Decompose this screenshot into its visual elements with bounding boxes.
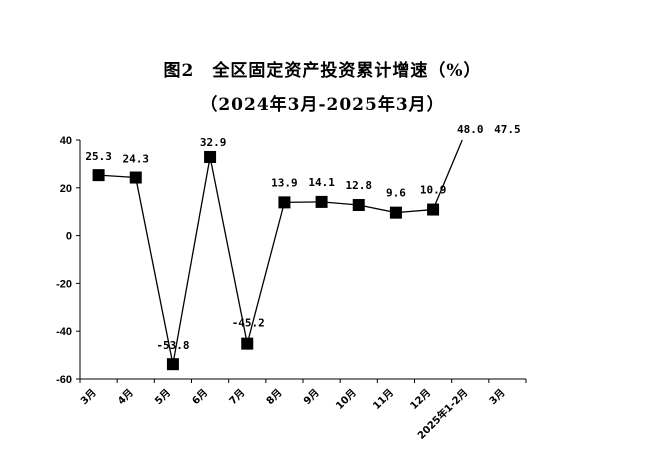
x-tick-label: 10月 xyxy=(333,387,358,412)
data-label: 13.9 xyxy=(271,176,298,189)
series-line-segment xyxy=(172,156,211,365)
data-label: 24.3 xyxy=(123,153,150,166)
data-point-marker xyxy=(204,150,217,163)
data-label: 25.3 xyxy=(85,150,112,163)
data-point-marker xyxy=(352,199,365,212)
x-tick-label: 6月 xyxy=(190,387,210,407)
data-point-marker xyxy=(427,203,440,216)
series-line-segment xyxy=(432,139,463,210)
x-tick-label: 7月 xyxy=(227,387,247,407)
x-tick-label: 8月 xyxy=(264,387,284,407)
y-tick-label: 40 xyxy=(60,135,72,147)
data-point-marker xyxy=(315,195,328,208)
y-tick-label: 0 xyxy=(66,231,72,243)
data-label: 48.0 xyxy=(457,123,484,136)
series-line-segment xyxy=(358,204,397,214)
x-tick-label: 9月 xyxy=(301,387,321,407)
chart-subtitle: （2024年3月-2025年3月） xyxy=(200,95,445,115)
x-tick-label: 11月 xyxy=(371,387,396,412)
x-tick-label: 3月 xyxy=(78,387,98,407)
chart-title: 图2 全区固定资产投资累计增速（%） xyxy=(163,61,482,81)
x-tick-label: 4月 xyxy=(115,387,135,407)
data-label: 47.5 xyxy=(494,123,521,136)
data-label: 10.9 xyxy=(420,184,447,197)
x-tick-label: 5月 xyxy=(153,387,173,407)
data-label: 14.1 xyxy=(308,176,335,189)
series-line-segment xyxy=(209,156,248,344)
data-point-marker xyxy=(92,169,105,182)
data-point-marker xyxy=(166,358,179,371)
data-point-marker xyxy=(241,337,254,350)
data-point-marker xyxy=(278,196,291,209)
data-label: -53.8 xyxy=(156,339,189,352)
series-line-segment xyxy=(395,208,434,214)
x-tick-label: 3月 xyxy=(487,387,507,407)
data-label: 9.6 xyxy=(386,187,406,200)
data-point-marker xyxy=(129,171,142,184)
x-tick-label: 12月 xyxy=(408,387,433,412)
series-line-segment xyxy=(98,174,136,179)
series-line-segment xyxy=(246,202,286,344)
series-line-segment xyxy=(321,201,359,206)
y-tick-label: -40 xyxy=(56,326,72,338)
data-label: 32.9 xyxy=(200,136,227,149)
data-label: -45.2 xyxy=(232,317,265,330)
series-line-segment xyxy=(135,177,174,365)
y-tick-label: -20 xyxy=(56,278,72,290)
y-tick-label: 20 xyxy=(60,183,72,195)
data-point-marker xyxy=(389,206,402,219)
data-label: 12.8 xyxy=(346,179,373,192)
y-tick-label: -60 xyxy=(56,374,72,386)
